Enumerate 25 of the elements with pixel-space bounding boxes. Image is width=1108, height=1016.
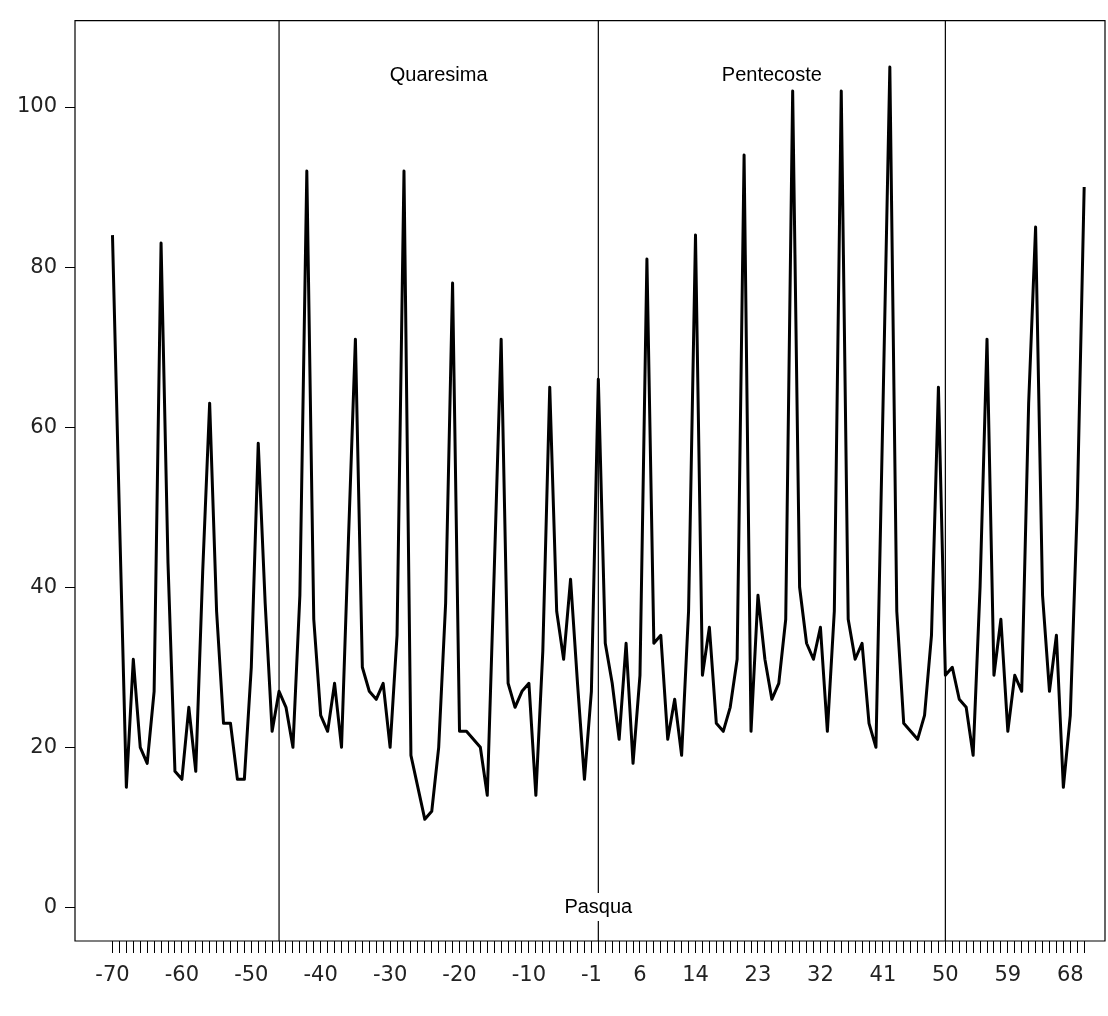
x-tick-label: 32 bbox=[807, 962, 834, 987]
x-tick-label: -30 bbox=[372, 962, 408, 987]
y-tick-label: 40 bbox=[30, 573, 57, 598]
x-tick-label: -1 bbox=[580, 962, 602, 987]
x-tick-label: 14 bbox=[682, 962, 709, 987]
x-tick-label: -70 bbox=[95, 962, 130, 987]
y-tick-label: 80 bbox=[30, 253, 57, 278]
y-tick-label: 60 bbox=[30, 413, 57, 438]
x-tick-label: -40 bbox=[303, 962, 338, 987]
y-tick-label: 100 bbox=[16, 93, 57, 118]
annotation: Quaresima bbox=[389, 63, 489, 86]
x-tick-label: 50 bbox=[932, 962, 959, 987]
x-tick-label: 41 bbox=[869, 962, 897, 987]
x-tick-label: -60 bbox=[164, 962, 200, 987]
x-tick-label: -10 bbox=[511, 962, 547, 987]
x-tick-label: 59 bbox=[994, 962, 1022, 987]
x-tick-label: -50 bbox=[234, 962, 269, 987]
x-tick-label: 6 bbox=[633, 962, 647, 987]
y-tick-label: 0 bbox=[43, 893, 57, 918]
y-tick-label: 20 bbox=[30, 733, 57, 758]
x-tick-label: 68 bbox=[1056, 962, 1084, 987]
x-tick-label: 23 bbox=[744, 962, 772, 987]
ref-line-label: Pasqua bbox=[564, 894, 634, 917]
annotation: Pentecoste bbox=[721, 63, 822, 86]
x-tick-label: -20 bbox=[442, 962, 477, 987]
